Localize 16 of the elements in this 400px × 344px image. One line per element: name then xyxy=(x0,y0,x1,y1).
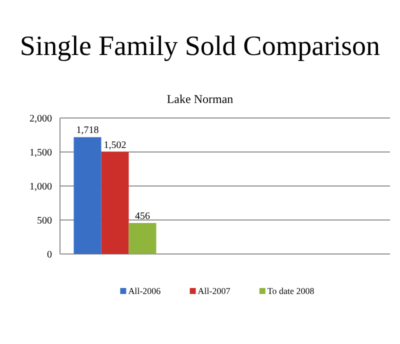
bar xyxy=(101,152,129,254)
legend-label: All-2007 xyxy=(198,286,231,296)
legend-label: All-2006 xyxy=(128,286,162,296)
chart-title: Single Family Sold Comparison xyxy=(20,31,380,62)
data-label: 1,718 xyxy=(76,125,99,136)
bar xyxy=(128,222,156,254)
bar xyxy=(74,137,102,254)
y-tick-label: 1,500 xyxy=(30,148,52,158)
y-tick-label: 0 xyxy=(47,250,52,260)
y-tick-label: 2,000 xyxy=(30,114,52,124)
y-tick-label: 500 xyxy=(37,216,52,226)
y-tick-label: 1,000 xyxy=(30,182,52,192)
data-label: 456 xyxy=(135,210,150,222)
legend-label: To date 2008 xyxy=(267,286,315,296)
chart-subtitle: Lake Norman xyxy=(166,92,234,106)
data-label: 1,502 xyxy=(104,140,126,151)
